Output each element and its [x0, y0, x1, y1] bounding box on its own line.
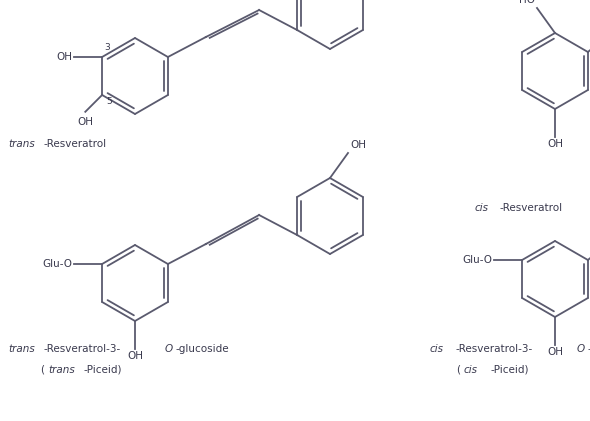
Text: -glucoside: -glucoside [587, 344, 590, 354]
Text: (: ( [456, 365, 460, 375]
Text: OH: OH [56, 52, 72, 62]
Text: trans: trans [8, 139, 35, 149]
Text: 3: 3 [104, 43, 110, 52]
Text: HO: HO [519, 0, 535, 5]
Text: (: ( [40, 365, 44, 375]
Text: OH: OH [547, 139, 563, 149]
Text: Glu-O: Glu-O [42, 259, 72, 269]
Text: -Piceid): -Piceid) [490, 365, 529, 375]
Text: OH: OH [77, 117, 93, 127]
Text: trans: trans [48, 365, 75, 375]
Text: cis: cis [430, 344, 444, 354]
Text: O: O [577, 344, 585, 354]
Text: -Resveratrol-3-: -Resveratrol-3- [44, 344, 122, 354]
Text: trans: trans [8, 344, 35, 354]
Text: cis: cis [464, 365, 478, 375]
Text: O: O [165, 344, 173, 354]
Text: 5: 5 [106, 97, 112, 106]
Text: Glu-O: Glu-O [462, 255, 492, 265]
Text: -Resveratrol: -Resveratrol [44, 139, 107, 149]
Text: -glucoside: -glucoside [175, 344, 229, 354]
Text: -Piceid): -Piceid) [84, 365, 123, 375]
Text: cis: cis [475, 203, 489, 213]
Text: -Resveratrol: -Resveratrol [500, 203, 563, 213]
Text: OH: OH [350, 140, 366, 150]
Text: OH: OH [547, 347, 563, 357]
Text: -Resveratrol-3-: -Resveratrol-3- [456, 344, 533, 354]
Text: OH: OH [127, 351, 143, 361]
